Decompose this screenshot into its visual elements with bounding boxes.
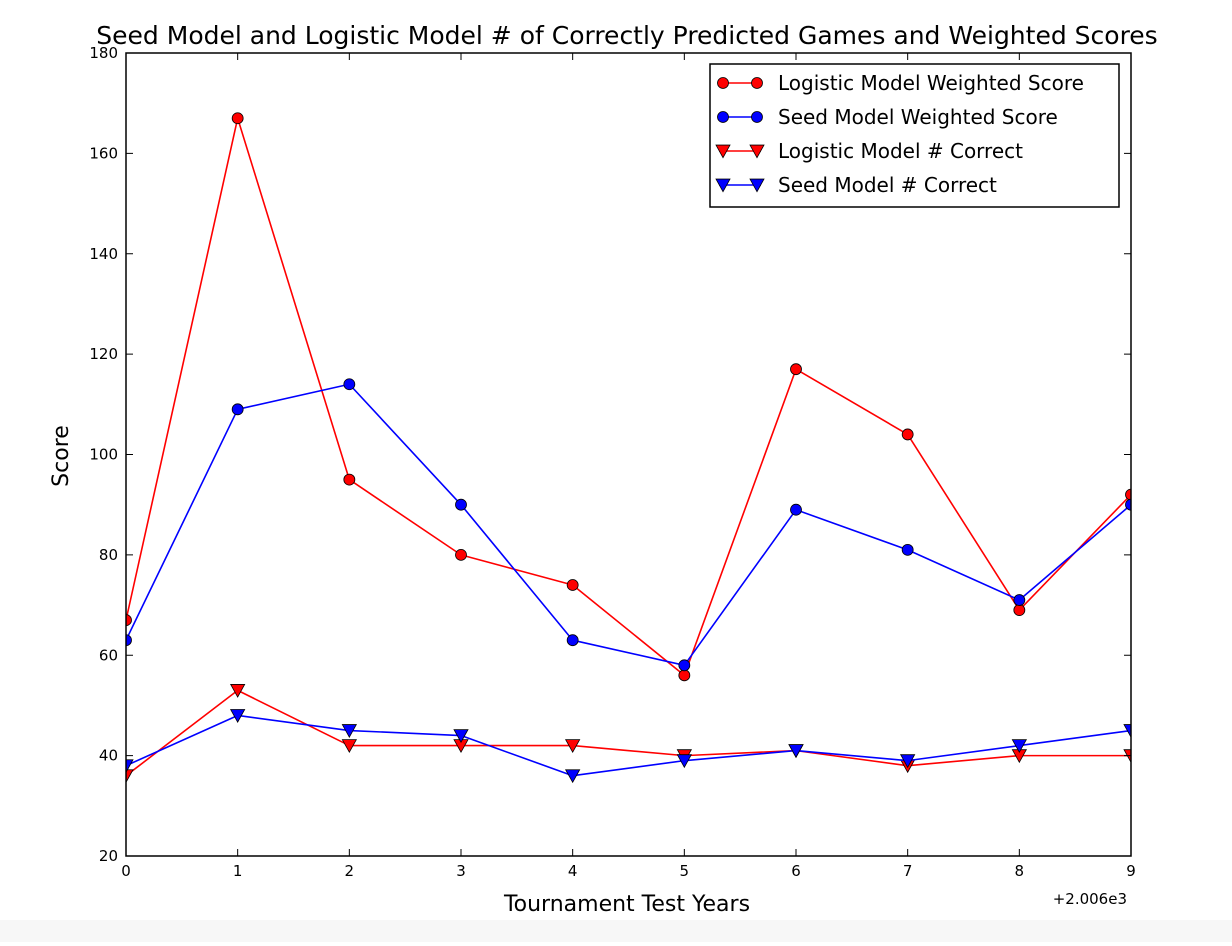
legend-marker [715,144,731,159]
legend-entry: Seed Model # Correct [715,173,997,197]
data-point [341,724,358,739]
y-tick-label: 60 [99,646,118,664]
data-point [229,709,246,723]
y-tick-label: 120 [89,345,118,363]
data-point [676,754,693,769]
data-point [1123,724,1131,739]
data-point [341,739,358,754]
data-point [453,729,469,744]
x-tick-label: 8 [1015,862,1025,880]
bottom-strip [0,920,1232,942]
data-point [1125,498,1131,511]
data-point [343,378,356,391]
legend: Logistic Model Weighted Score Seed Model … [709,63,1120,208]
data-point [1125,488,1131,501]
x-tick-label: 6 [791,862,801,880]
y-tick-label: 180 [89,44,118,62]
data-point [1013,594,1026,606]
data-point [455,498,467,511]
legend-marker [749,144,765,159]
data-point [901,428,914,441]
y-tick-label: 140 [89,245,118,263]
data-point [1013,604,1026,616]
x-offset-label: +2.006e3 [1053,890,1127,908]
data-point [231,112,244,125]
series-2 [126,378,1131,672]
y-tick-label: 20 [99,847,118,865]
series-line [126,689,1131,777]
data-point [126,614,132,627]
data-point [790,503,802,516]
data-point [564,739,581,754]
series-line [126,383,1131,667]
legend-marker [751,77,763,89]
series-line [126,117,1131,677]
legend-label: Logistic Model # Correct [778,139,1023,163]
legend-box [709,63,1120,208]
legend-marker [751,111,763,123]
legend-entry: Logistic Model Weighted Score [717,71,1084,95]
legend-label: Logistic Model Weighted Score [778,71,1084,95]
y-tick-label: 80 [99,546,118,564]
legend-marker [749,178,765,193]
x-tick-label: 4 [568,862,578,880]
data-point [788,744,804,759]
legend-marker [717,77,729,89]
data-point [1011,739,1028,754]
data-point [566,634,579,647]
data-point [678,669,691,682]
x-tick-label: 3 [456,862,466,880]
y-tick-label: 40 [99,747,118,765]
legend-marker [717,111,729,123]
data-point [901,543,914,556]
series-layer [126,112,1131,784]
data-point [455,548,467,561]
legend-entry: Logistic Model # Correct [715,139,1023,163]
x-tick-label: 0 [121,862,131,880]
y-tick-label: 160 [89,144,118,162]
data-point [343,473,356,486]
data-point [899,754,916,769]
legend-label: Seed Model Weighted Score [778,105,1058,129]
y-tick-label: 100 [89,446,118,464]
data-point [229,684,246,698]
x-tick-label: 5 [680,862,690,880]
x-tick-label: 9 [1126,862,1136,880]
y-axis-label: Score [49,425,74,487]
series-1 [126,112,1131,682]
data-point [564,769,581,784]
data-point [231,403,244,416]
legend-entry: Seed Model Weighted Score [717,105,1058,129]
chart-title: Seed Model and Logistic Model # of Corre… [96,21,1157,50]
x-axis-label: Tournament Test Years [503,892,750,917]
data-point [790,363,802,376]
data-point [126,769,134,784]
series-line [126,714,1131,777]
series-4 [126,709,1131,784]
data-point [126,759,134,774]
x-tick-label: 1 [233,862,243,880]
x-tick-label: 7 [903,862,913,880]
x-tick-label: 2 [345,862,355,880]
ticks-layer: 0 1 2 3 4 5 6 7 8 9 20 40 60 80 100 120 140 160 180 [89,44,1135,880]
legend-label: Seed Model # Correct [778,173,997,197]
data-point [126,634,132,647]
data-point [566,579,579,591]
data-point [678,659,691,672]
legend-marker [715,178,731,193]
